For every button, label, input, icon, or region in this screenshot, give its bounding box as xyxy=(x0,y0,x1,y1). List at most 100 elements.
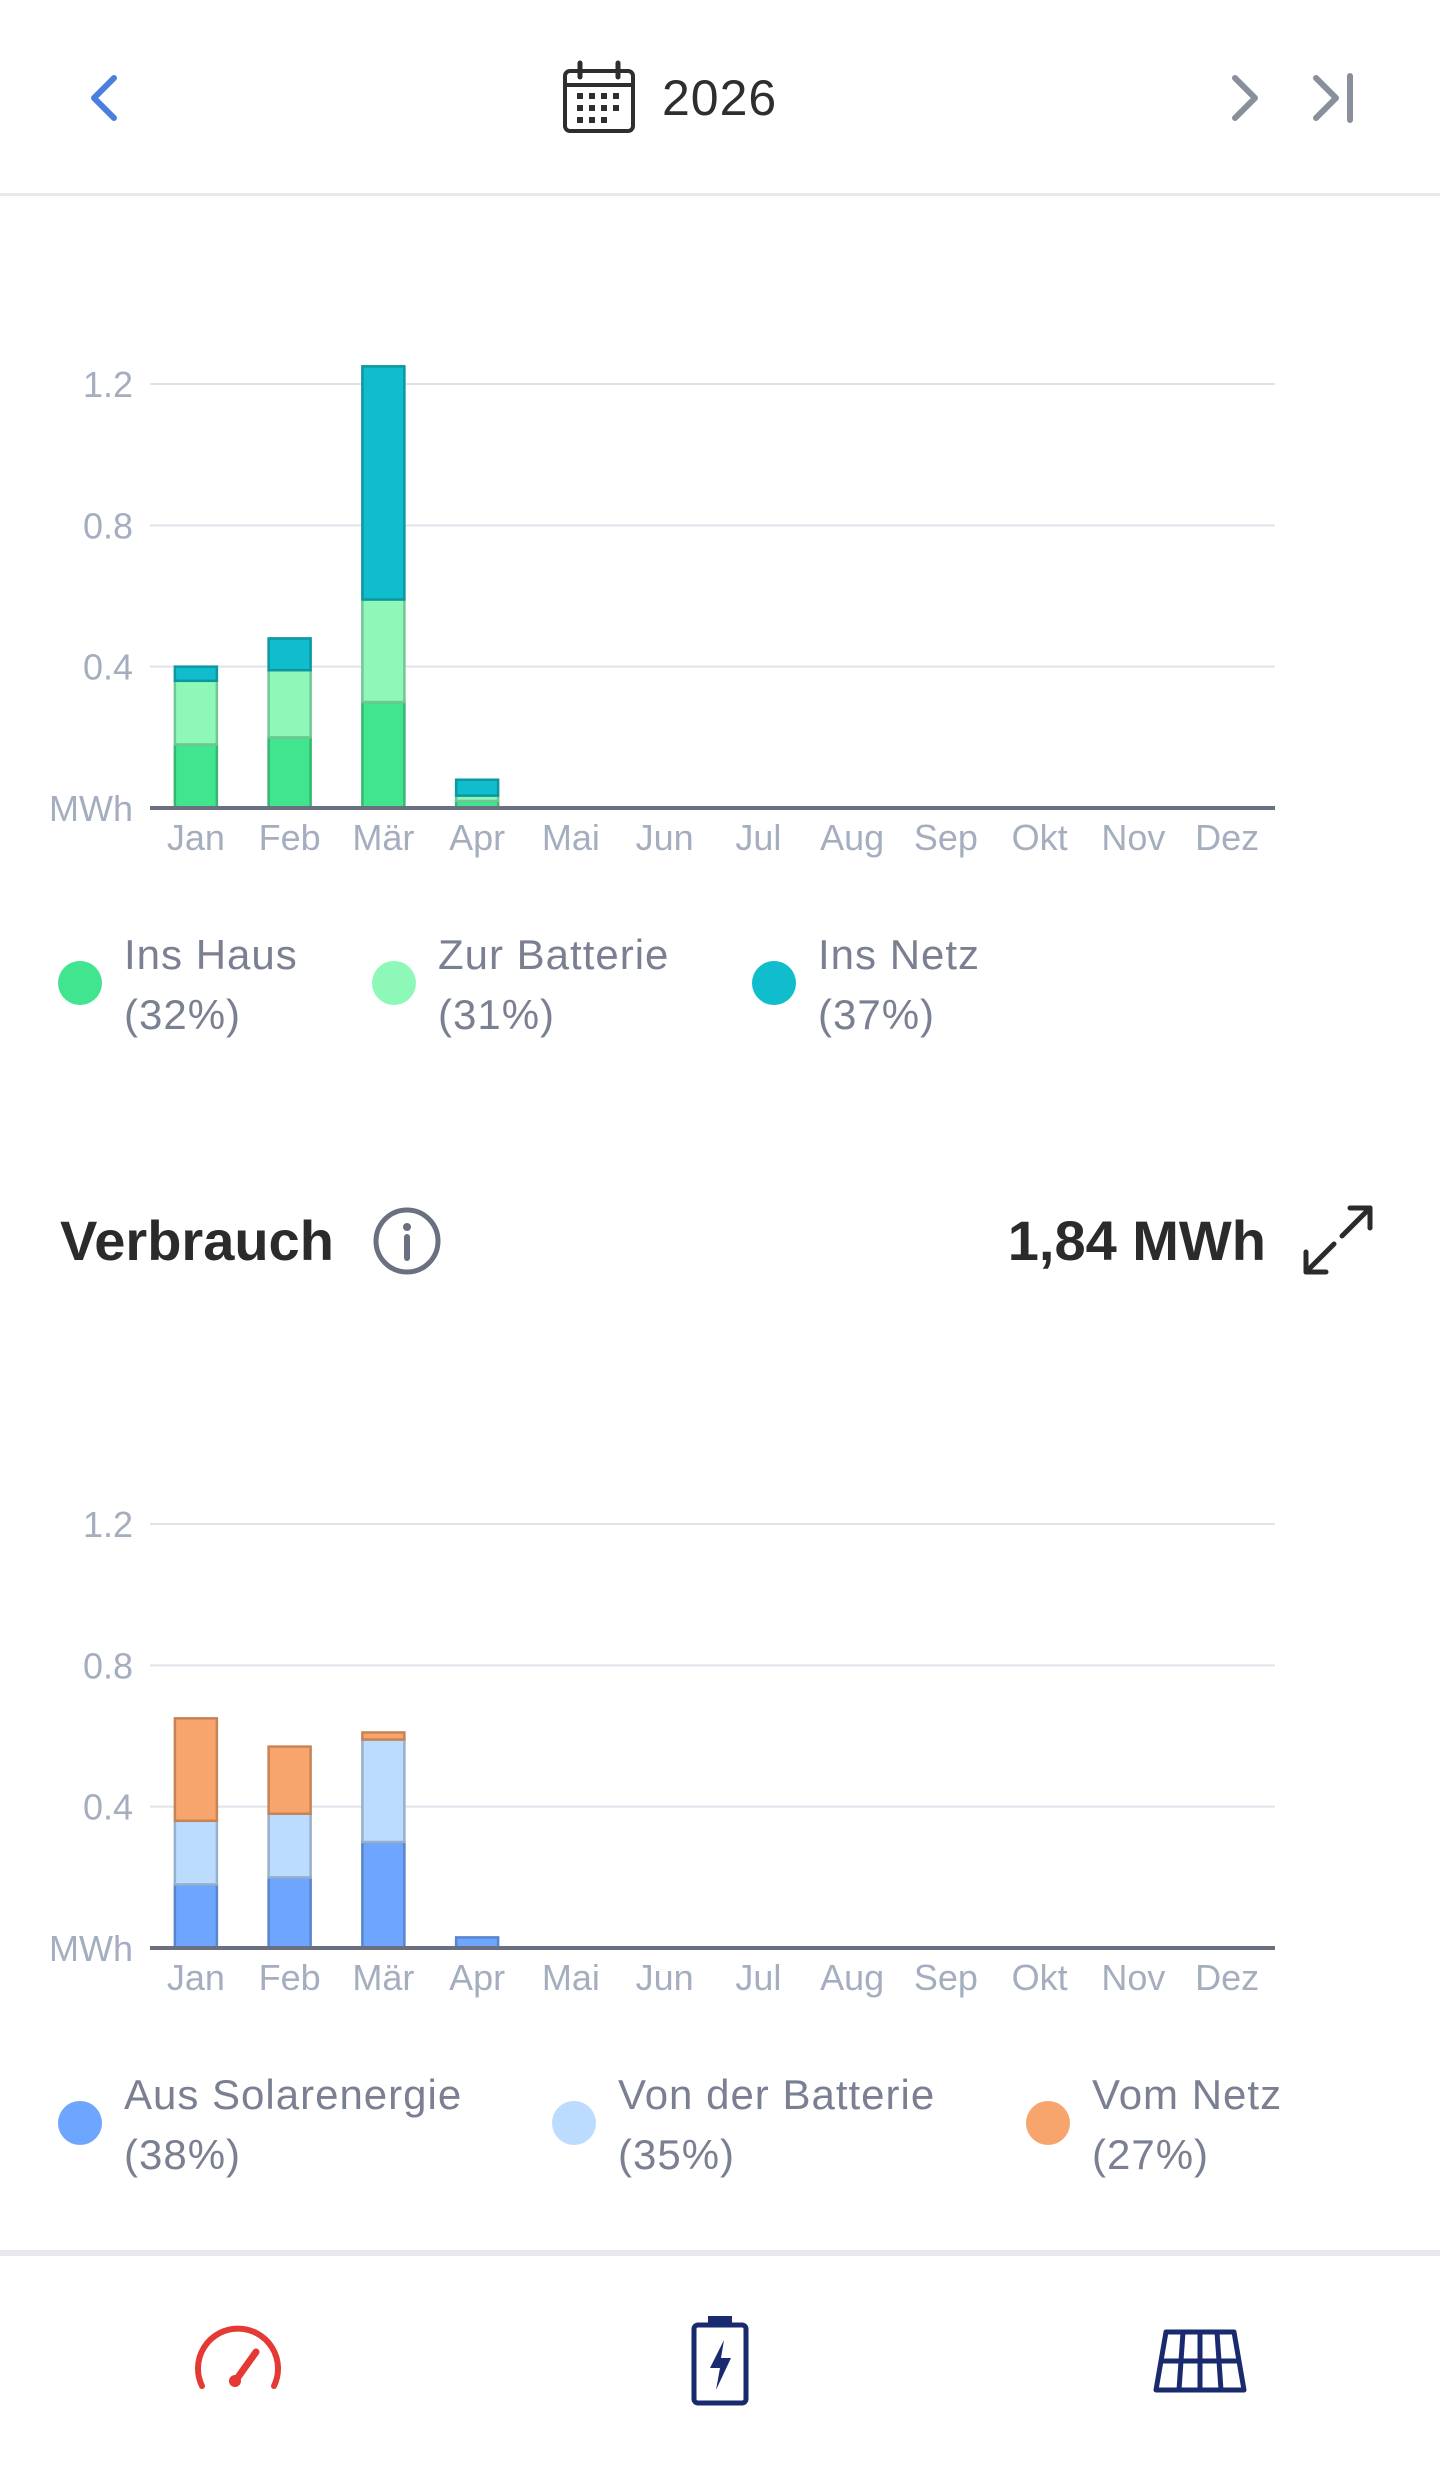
consumption-header: Verbrauch 1,84 MWh xyxy=(0,1190,1440,1290)
x-tick-label: Mär xyxy=(352,817,414,858)
bar-segment[interactable] xyxy=(267,637,312,672)
legend-color-dot xyxy=(372,961,416,1005)
legend-label: Von der Batterie xyxy=(618,2071,936,2118)
legend-label: Ins Haus xyxy=(124,931,298,978)
legend-item[interactable]: Ins Netz (37%) xyxy=(752,925,980,1045)
x-tick-label: Okt xyxy=(1012,1957,1068,1998)
speedometer-icon xyxy=(195,2325,281,2389)
legend-percentage: (37%) xyxy=(818,991,936,1038)
x-tick-label: Aug xyxy=(820,817,884,858)
x-tick-label: Nov xyxy=(1101,1957,1165,1998)
x-tick-label: Feb xyxy=(259,817,321,858)
calendar-icon xyxy=(563,60,635,133)
consumption-chart: 0.4 0.8 1.2 MWh Jan Feb Mär Apr Mai Jun Jul Aug Sep O… xyxy=(49,1504,1275,1998)
legend-percentage: (27%) xyxy=(1092,2131,1210,2178)
solar-panel-icon xyxy=(1153,2329,1247,2393)
x-tick-label: Sep xyxy=(914,817,978,858)
bar-segment[interactable] xyxy=(173,1819,219,1886)
bar-segment[interactable] xyxy=(267,736,312,810)
y-unit-label: MWh xyxy=(49,788,133,829)
legend-label: Vom Netz xyxy=(1092,2071,1283,2118)
bar-segment[interactable] xyxy=(361,1840,406,1950)
top-bar: 2026 xyxy=(0,0,1440,196)
battery-charging-icon xyxy=(691,2316,749,2406)
legend-color-dot xyxy=(552,2101,596,2145)
bar-segment[interactable] xyxy=(173,1883,219,1950)
bar-segment[interactable] xyxy=(267,1745,312,1815)
legend-item[interactable]: Aus Solarenergie (38%) xyxy=(58,2065,462,2185)
nav-dashboard-button[interactable] xyxy=(178,2300,298,2420)
production-legend: Ins Haus (32%) Zur Batterie (31%) Ins Netz (3… xyxy=(0,925,1440,1055)
legend-color-dot xyxy=(58,961,102,1005)
legend-text: Aus Solarenergie (38%) xyxy=(124,2065,462,2185)
bar-segment[interactable] xyxy=(267,1812,312,1879)
nav-solar-button[interactable] xyxy=(1140,2300,1260,2420)
bar-segment[interactable] xyxy=(173,1717,219,1823)
y-tick-label: 0.4 xyxy=(83,647,133,688)
x-tick-label: Mai xyxy=(542,1957,600,1998)
legend-text: Ins Haus (32%) xyxy=(124,925,298,1045)
bar-segment[interactable] xyxy=(361,598,406,704)
legend-text: Zur Batterie (31%) xyxy=(438,925,669,1045)
x-tick-label: Jul xyxy=(735,1957,781,1998)
legend-label: Aus Solarenergie xyxy=(124,2071,463,2118)
expand-icon xyxy=(1303,1205,1373,1275)
bar-segment[interactable] xyxy=(173,679,219,746)
legend-color-dot xyxy=(1026,2101,1070,2145)
x-tick-label: Apr xyxy=(449,817,505,858)
bar-segment[interactable] xyxy=(361,1731,406,1741)
x-tick-label: Jun xyxy=(636,1957,694,1998)
x-tick-label: Dez xyxy=(1195,1957,1259,1998)
x-tick-label: Jun xyxy=(636,817,694,858)
y-unit-label: MWh xyxy=(49,1928,133,1969)
legend-percentage: (35%) xyxy=(618,2131,736,2178)
y-tick-label: 0.4 xyxy=(83,1787,133,1828)
legend-percentage: (32%) xyxy=(124,991,242,1038)
x-tick-label: Aug xyxy=(820,1957,884,1998)
last-year-button[interactable] xyxy=(1294,58,1374,138)
x-tick-label: Jan xyxy=(167,1957,225,1998)
legend-text: Von der Batterie (35%) xyxy=(618,2065,935,2185)
next-year-button[interactable] xyxy=(1205,58,1285,138)
y-tick-label: 0.8 xyxy=(83,505,133,546)
bar-segment[interactable] xyxy=(361,700,406,810)
expand-button[interactable] xyxy=(1298,1200,1378,1280)
previous-year-button[interactable] xyxy=(64,58,144,138)
x-tick-label: Feb xyxy=(259,1957,321,1998)
legend-label: Ins Netz xyxy=(818,931,981,978)
x-tick-label: Sep xyxy=(914,1957,978,1998)
chevron-right-icon xyxy=(1232,75,1258,121)
legend-color-dot xyxy=(58,2101,102,2145)
bottom-navigation xyxy=(0,2256,1440,2465)
bar-segment[interactable] xyxy=(173,665,219,683)
bar-segment[interactable] xyxy=(361,1738,406,1844)
legend-text: Vom Netz (27%) xyxy=(1092,2065,1282,2185)
bar-segment[interactable] xyxy=(267,668,312,739)
bottom-divider xyxy=(0,2250,1440,2256)
year-selector[interactable]: 2026 xyxy=(560,50,777,146)
bar-segment[interactable] xyxy=(267,1876,312,1950)
consumption-total: 1,84 MWh xyxy=(1007,1209,1266,1272)
bar-segment[interactable] xyxy=(454,778,500,797)
bar-segment[interactable] xyxy=(173,743,219,810)
section-title: Verbrauch xyxy=(60,1209,334,1272)
chevron-left-icon xyxy=(91,75,117,121)
x-tick-label: Jul xyxy=(735,817,781,858)
legend-item[interactable]: Ins Haus (32%) xyxy=(58,925,298,1045)
x-tick-label: Nov xyxy=(1101,817,1165,858)
legend-item[interactable]: Von der Batterie (35%) xyxy=(552,2065,935,2185)
legend-item[interactable]: Zur Batterie (31%) xyxy=(372,925,669,1045)
bar-segment[interactable] xyxy=(361,365,406,601)
legend-text: Ins Netz (37%) xyxy=(818,925,980,1045)
x-tick-label: Jan xyxy=(167,817,225,858)
year-label: 2026 xyxy=(662,70,778,126)
info-button[interactable] xyxy=(372,1206,442,1276)
nav-battery-button[interactable] xyxy=(660,2300,780,2420)
skip-to-end-icon xyxy=(1313,73,1353,123)
legend-item[interactable]: Vom Netz (27%) xyxy=(1026,2065,1282,2185)
x-tick-label: Apr xyxy=(449,1957,505,1998)
y-tick-label: 0.8 xyxy=(83,1645,133,1686)
y-tick-label: 1.2 xyxy=(83,1504,133,1545)
x-tick-label: Mär xyxy=(352,1957,414,1998)
x-tick-label: Okt xyxy=(1012,817,1068,858)
